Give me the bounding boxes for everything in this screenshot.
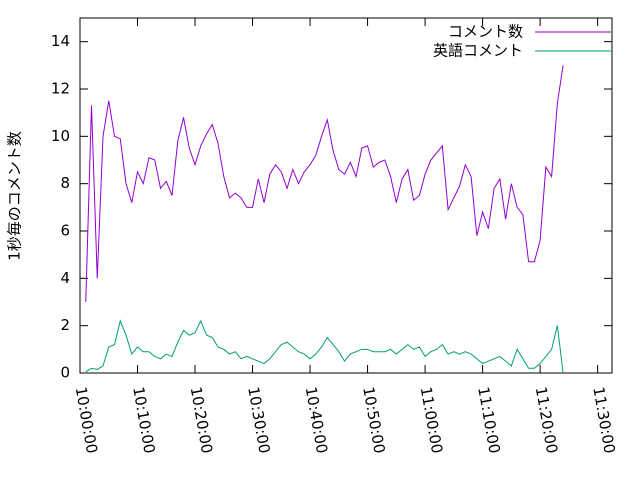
x-tick-label: 11:10:00 <box>474 385 503 454</box>
x-tick-label: 11:20:00 <box>532 385 561 454</box>
series-line <box>85 65 564 303</box>
y-tick-label: 14 <box>51 32 70 50</box>
y-tick-label: 2 <box>60 316 70 334</box>
series-line <box>85 319 564 374</box>
y-tick-label: 4 <box>60 269 70 287</box>
y-tick-label: 10 <box>51 127 70 145</box>
y-tick-label: 8 <box>60 174 70 192</box>
plot-frame <box>79 17 613 374</box>
legend-label: コメント数 <box>448 23 523 41</box>
x-tick-label: 10:20:00 <box>187 385 216 454</box>
x-tick-label: 11:30:00 <box>589 385 618 454</box>
y-tick-label: 6 <box>60 222 70 240</box>
x-tick-label: 10:10:00 <box>129 385 158 454</box>
x-tick-label: 11:00:00 <box>417 385 446 454</box>
y-axis-label: 1秒毎のコメント数 <box>6 131 24 261</box>
legend-label: 英語コメント <box>433 42 523 60</box>
x-tick-label: 10:00:00 <box>72 385 101 454</box>
x-tick-label: 10:40:00 <box>302 385 331 454</box>
x-tick-label: 10:50:00 <box>359 385 388 454</box>
y-tick-label: 0 <box>60 364 70 382</box>
y-tick-label: 12 <box>51 80 70 98</box>
x-tick-label: 10:30:00 <box>244 385 273 454</box>
